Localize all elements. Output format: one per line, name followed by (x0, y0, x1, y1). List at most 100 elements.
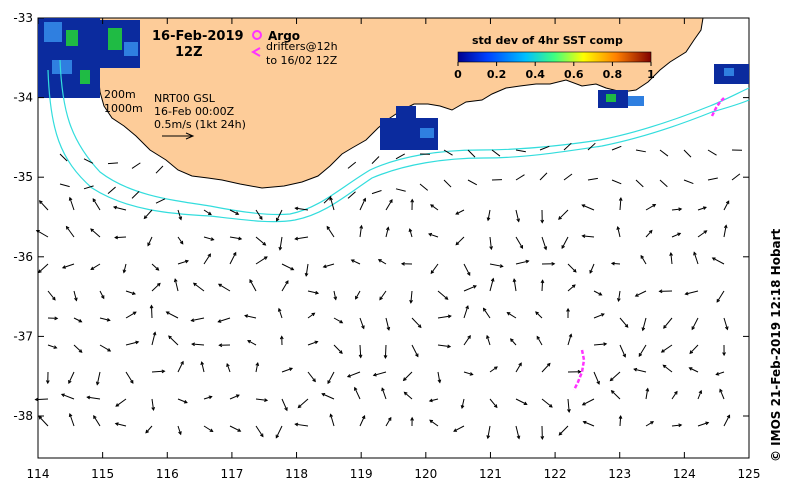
x-tick-label: 123 (608, 467, 631, 481)
current-arrowhead (100, 295, 105, 300)
current-arrowhead (145, 429, 149, 434)
current-arrowhead (567, 408, 571, 413)
current-arrow (203, 425, 213, 432)
current-arrow (229, 236, 242, 240)
current-arrowhead (38, 415, 43, 420)
current-arrow (587, 142, 596, 151)
current-arrow (359, 198, 366, 211)
current-arrowhead (455, 241, 460, 246)
current-arrowhead (61, 265, 66, 269)
current-arrowhead (688, 367, 693, 371)
current-arrowhead (327, 380, 331, 385)
current-arrowhead (294, 206, 299, 211)
current-arrow (229, 394, 240, 400)
current-arrow (247, 340, 257, 346)
current-arrow (697, 230, 707, 238)
current-arrowhead (297, 404, 302, 409)
current-arrow (125, 341, 139, 346)
current-arrowhead (244, 314, 249, 318)
current-arrowhead (518, 362, 522, 367)
current-arrowhead (678, 207, 683, 212)
current-arrow (229, 252, 237, 265)
current-arrow (683, 179, 694, 185)
current-arrow (123, 263, 127, 273)
current-arrow (307, 290, 319, 294)
drifters-label-line2: to 16/02 12Z (266, 54, 338, 67)
current-arrowhead (525, 259, 530, 264)
current-arrowhead (311, 312, 316, 317)
credit-text: © IMOS 21-Feb-2019 12:18 Hobart (769, 228, 783, 462)
current-arrow (663, 317, 673, 329)
current-arrow (671, 391, 678, 400)
current-arrow (404, 391, 413, 400)
x-tick-label: 115 (91, 467, 114, 481)
current-arrowhead (719, 388, 723, 393)
current-arrow (455, 236, 465, 246)
current-arrow (373, 371, 387, 376)
current-arrowhead (558, 431, 563, 436)
colorbar-tick-label: 0 (454, 68, 462, 81)
current-arrowhead (95, 381, 100, 386)
current-arrowhead (217, 319, 222, 323)
current-arrow (329, 197, 335, 211)
current-arrow (635, 179, 644, 188)
current-arrow (659, 179, 668, 188)
current-arrowhead (339, 350, 343, 354)
current-arrow (249, 279, 257, 292)
current-arrowhead (74, 297, 78, 302)
current-arrow (558, 425, 569, 436)
current-arrow (151, 283, 161, 292)
current-arrow (428, 233, 439, 238)
current-arrow (716, 290, 725, 303)
current-arrowhead (493, 404, 498, 409)
current-arrowhead (35, 229, 40, 234)
current-arrowhead (677, 232, 682, 237)
current-arrowhead (191, 342, 196, 347)
current-arrowhead (618, 196, 623, 201)
current-arrowhead (417, 324, 422, 329)
current-arrow (443, 179, 452, 188)
current-arrowhead (112, 205, 118, 210)
current-arrowhead (472, 285, 477, 289)
current-arrow (563, 173, 573, 181)
current-arrow (430, 204, 439, 211)
current-arrowhead (314, 340, 319, 345)
current-arrow (355, 290, 361, 300)
current-arrow (73, 290, 77, 301)
current-arrowhead (540, 219, 545, 224)
current-arrow (192, 343, 205, 346)
current-arrow (347, 161, 357, 169)
current-arrow (359, 317, 365, 329)
current-arrowhead (217, 283, 222, 288)
current-arrowhead (379, 296, 383, 301)
current-arrow (351, 259, 361, 265)
current-arrow (385, 199, 393, 211)
current-arrow (177, 361, 184, 373)
current-arrow (281, 398, 288, 411)
current-arrow (145, 425, 153, 434)
current-arrow (671, 232, 681, 238)
current-arrowhead (610, 261, 615, 266)
current-arrow (515, 260, 529, 265)
current-arrow (723, 225, 727, 238)
current-arrow (90, 263, 101, 270)
current-arrowhead (173, 278, 178, 283)
scale-arrow-icon (162, 132, 195, 140)
current-arrow (463, 263, 471, 276)
current-arrowhead (387, 416, 392, 421)
current-arrowhead (482, 307, 487, 312)
current-arrowhead (149, 304, 154, 309)
current-arrow (333, 290, 337, 300)
current-arrow (131, 191, 140, 199)
current-arrowhead (689, 350, 694, 355)
current-arrow (693, 252, 699, 265)
current-arrow (125, 371, 134, 384)
current-arrow (437, 344, 451, 348)
current-arrow (510, 338, 517, 346)
current-arrow (203, 396, 212, 400)
current-arrow (321, 393, 335, 400)
current-arrowhead (383, 355, 388, 359)
current-arrowhead (284, 407, 288, 412)
current-arrow (593, 313, 605, 319)
current-arrowhead (329, 413, 334, 418)
